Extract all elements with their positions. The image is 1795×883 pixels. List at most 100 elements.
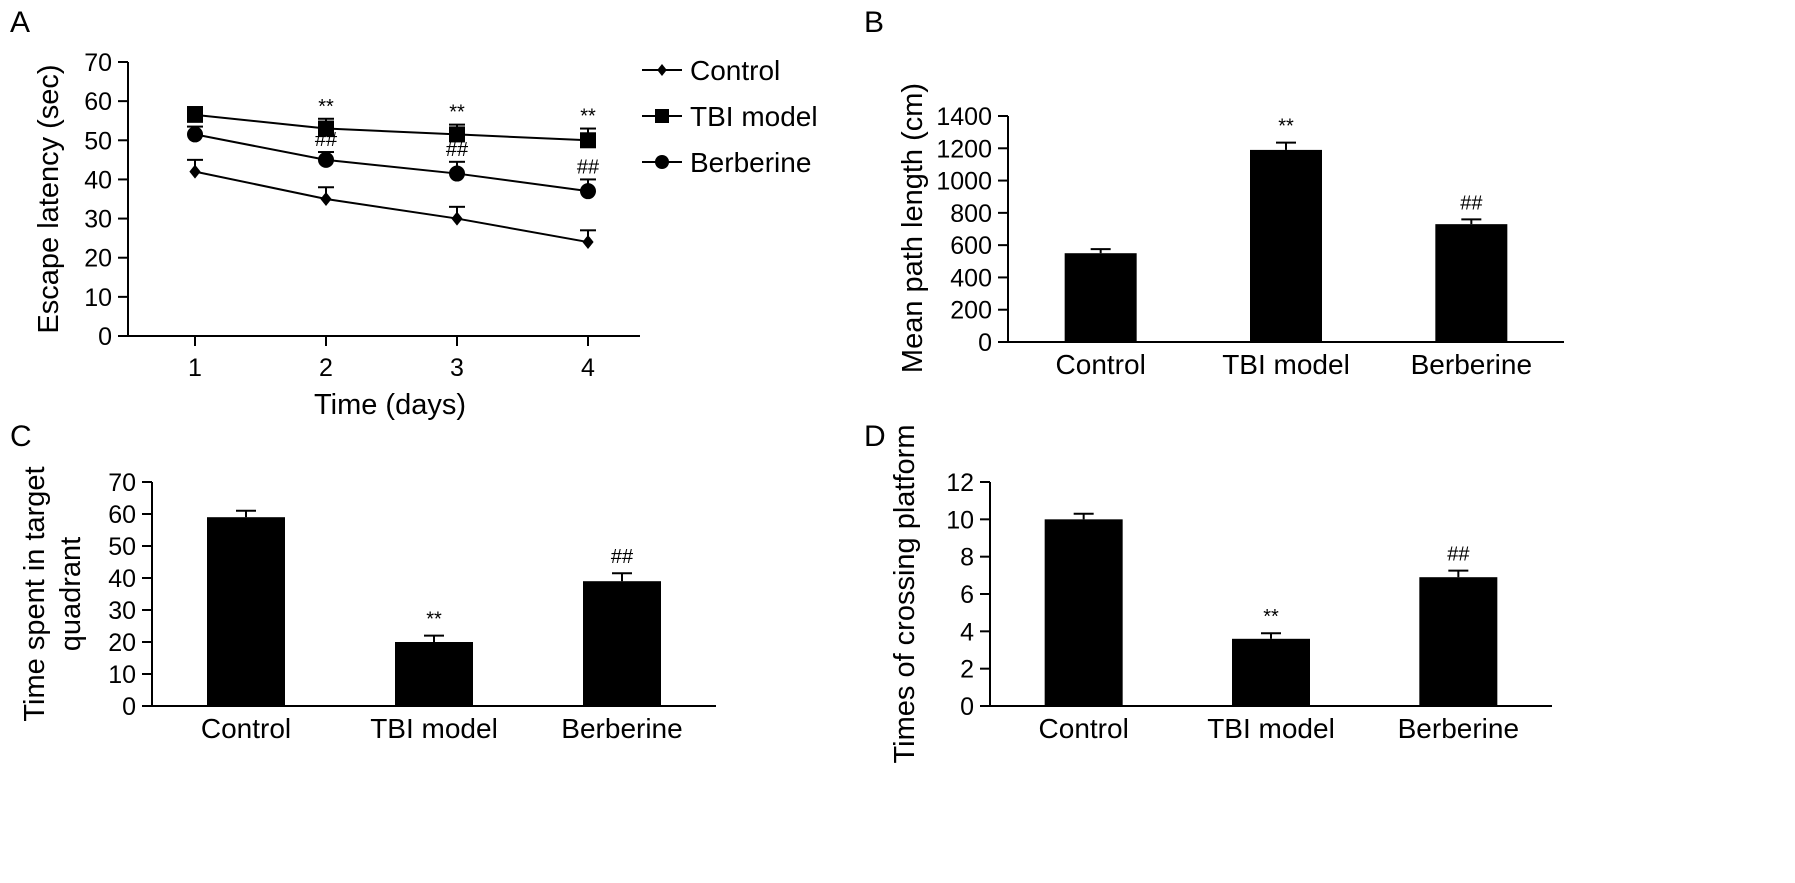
y-tick-label: 8 — [960, 544, 974, 572]
x-category-label: Berberine — [561, 713, 682, 744]
data-point — [318, 120, 334, 137]
significance-marker: ** — [426, 609, 442, 631]
y-tick-label: 1400 — [936, 103, 992, 131]
y-tick-label: 800 — [950, 200, 992, 228]
x-category-label: Control — [201, 713, 291, 744]
legend: Control TBI model Berberine — [642, 55, 818, 178]
y-tick-label: 1000 — [936, 168, 992, 196]
y-tick-label: 10 — [84, 284, 112, 312]
y-tick-label: 0 — [960, 693, 974, 721]
y-tick-label: 6 — [960, 581, 974, 609]
y-axis-title: Time spent in target — [19, 466, 51, 721]
y-tick-label: 0 — [122, 693, 136, 721]
y-axis-title: Escape latency (sec) — [33, 64, 65, 333]
y-tick-label: 50 — [108, 533, 136, 561]
data-point — [320, 192, 332, 206]
x-category-label: TBI model — [370, 713, 498, 744]
bar-control — [207, 517, 285, 706]
panel-a-line-chart: A 0 10 20 30 40 50 60 70 1 2 3 4 Time (days) Escape la… — [10, 6, 818, 421]
x-category-label: Berberine — [1398, 713, 1519, 744]
significance-marker: ** — [318, 96, 334, 118]
data-point — [451, 211, 463, 226]
bar-tbi-model — [395, 642, 473, 706]
data-point — [318, 151, 334, 168]
significance-marker: ## — [446, 139, 469, 161]
y-tick-label: 40 — [108, 565, 136, 593]
significance-marker: ** — [1263, 606, 1279, 628]
y-tick-label: 0 — [98, 323, 112, 351]
data-point — [187, 106, 203, 123]
y-axis-title: Times of crossing platform — [889, 425, 921, 764]
y-tick-label: 20 — [84, 245, 112, 273]
significance-marker: ** — [580, 106, 596, 128]
x-category-label: Control — [1039, 713, 1129, 744]
y-axis-title: Mean path length (cm) — [897, 83, 929, 373]
series-tbi-model: ** ** ** — [187, 96, 596, 149]
y-tick-label: 10 — [108, 661, 136, 689]
data-point — [449, 126, 465, 143]
y-tick-label: 40 — [84, 166, 112, 194]
panel-label: C — [10, 420, 32, 453]
x-tick-label: 3 — [450, 354, 464, 382]
bar-berberine — [1435, 224, 1508, 342]
y-tick-label: 20 — [108, 629, 136, 657]
panel-label: D — [864, 420, 886, 453]
data-point — [189, 164, 201, 179]
y-tick-label: 2 — [960, 656, 974, 684]
x-category-label: TBI model — [1207, 713, 1335, 744]
x-tick-label: 2 — [319, 354, 333, 382]
data-point — [187, 126, 203, 143]
y-tick-label: 70 — [84, 49, 112, 77]
bar-berberine — [1419, 577, 1498, 706]
x-category-label: Berberine — [1411, 349, 1532, 380]
y-tick-label: 60 — [108, 501, 136, 529]
significance-marker: ## — [315, 129, 338, 151]
significance-marker: ** — [449, 102, 465, 124]
y-tick-label: 30 — [84, 206, 112, 234]
significance-marker: ## — [611, 546, 634, 568]
x-axis-title: Time (days) — [314, 389, 466, 421]
significance-marker: ## — [1447, 544, 1470, 566]
data-point — [580, 132, 596, 149]
y-tick-label: 12 — [946, 469, 974, 497]
legend-label: Control — [690, 55, 780, 86]
panel-d-bar-chart: D 0 2 4 6 8 10 12 Times of crossing platform Cont… — [864, 420, 1552, 763]
y-tick-label: 0 — [978, 329, 992, 357]
bar-tbi-model — [1250, 149, 1322, 342]
y-tick-label: 400 — [950, 264, 992, 292]
legend-marker — [655, 109, 669, 123]
data-point — [449, 165, 465, 182]
series-line — [194, 113, 589, 142]
y-tick-label: 200 — [950, 297, 992, 325]
significance-marker: ** — [1278, 116, 1294, 138]
y-tick-label: 70 — [108, 469, 136, 497]
y-tick-label: 50 — [84, 127, 112, 155]
legend-label: TBI model — [690, 101, 818, 132]
data-point — [582, 235, 594, 250]
legend-marker — [655, 155, 669, 169]
y-tick-label: 600 — [950, 232, 992, 260]
series-berberine: ## ## ## — [187, 125, 600, 200]
panel-c-bar-chart: C 0 10 20 30 40 50 60 70 Control ** TBI model ## Berb… — [10, 420, 716, 744]
x-tick-label: 1 — [188, 354, 202, 382]
legend-marker — [657, 64, 667, 76]
y-tick-label: 30 — [108, 597, 136, 625]
y-tick-label: 10 — [946, 506, 974, 534]
data-point — [580, 183, 596, 200]
y-axis-title: quadrant — [55, 537, 87, 652]
y-tick-label: 4 — [960, 618, 974, 646]
series-line — [194, 170, 589, 244]
bar-control — [1064, 253, 1137, 342]
series-control — [187, 158, 596, 250]
bar-control — [1044, 519, 1123, 706]
series-line — [194, 133, 589, 193]
x-category-label: TBI model — [1222, 349, 1350, 380]
significance-marker: ## — [1460, 192, 1483, 214]
x-category-label: Control — [1056, 349, 1146, 380]
bar-berberine — [583, 581, 661, 706]
panel-label: A — [10, 6, 30, 39]
bar-tbi-model — [1232, 638, 1310, 706]
y-tick-label: 1200 — [936, 135, 992, 163]
